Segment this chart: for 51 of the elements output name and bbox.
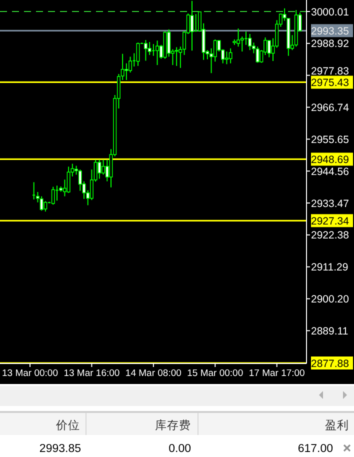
candlestick: [190, 0, 194, 52]
candlestick: [224, 51, 228, 65]
text: 盈利: [325, 418, 349, 432]
candlestick: [244, 31, 248, 46]
y-tick-label: 2933.47: [311, 198, 350, 210]
candlestick: [174, 46, 178, 66]
candlestick: [55, 185, 59, 202]
candlestick: [148, 42, 152, 56]
x-tick-label: 17 Mar 17:00: [248, 368, 305, 379]
candlestick: [136, 42, 140, 66]
candlestick: [248, 33, 252, 51]
y-tick-label: 2922.38: [311, 230, 350, 242]
ref-line-label: 2927.34: [311, 215, 350, 228]
text: 0.00: [168, 443, 191, 455]
y-tick-label: 2944.56: [311, 166, 350, 178]
x-tick-label: 14 Mar 08:00: [125, 368, 182, 379]
ref-line-label: 2877.88: [311, 358, 350, 370]
text: 库存费: [155, 418, 191, 432]
candlestick: [194, 14, 198, 32]
candlestick: [32, 182, 36, 200]
candlestick: [102, 159, 106, 176]
y-tick-label: 2988.92: [311, 38, 350, 50]
x-tick-label: 15 Mar 00:00: [187, 368, 244, 379]
y-tick-label: 2911.29: [311, 262, 348, 274]
candlestick: [152, 44, 156, 56]
candlestick: [124, 62, 128, 81]
x-tick-label: 13 Mar 00:00: [2, 368, 58, 379]
candlestick: [44, 200, 48, 212]
text: 617.00: [298, 443, 333, 455]
y-tick-label: 2900.20: [311, 294, 350, 306]
text: 2993.85: [39, 443, 81, 455]
y-tick-label: 3000.01: [311, 6, 350, 18]
candlestick: [267, 40, 271, 58]
candlestick: [236, 28, 240, 48]
x-tick-label: 13 Mar 16:00: [64, 368, 120, 379]
candlestick: [156, 40, 160, 66]
candlestick: [66, 166, 70, 194]
candlestick: [144, 40, 148, 62]
candlestick: [98, 159, 102, 180]
ref-line-label: 2948.69: [311, 154, 350, 166]
y-tick-label: 2889.11: [311, 325, 348, 338]
ref-line-label: 2993.35: [311, 25, 350, 38]
ref-line-label: 2975.43: [311, 77, 350, 90]
text: 价位: [55, 418, 80, 432]
candlestick: [228, 48, 232, 64]
candlestick: [256, 46, 260, 64]
candlestick: [51, 186, 55, 206]
y-tick-label: 2977.83: [311, 66, 350, 78]
candlestick: [40, 196, 44, 212]
y-tick-label: 2955.65: [311, 134, 350, 146]
y-tick-label: 2966.74: [311, 102, 350, 114]
